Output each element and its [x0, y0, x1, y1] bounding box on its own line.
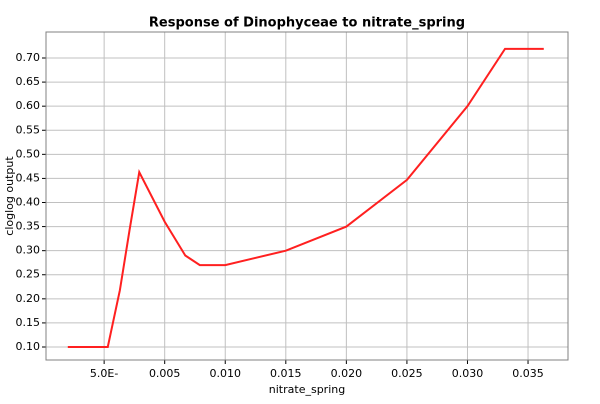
y-tick-label: 0.70 — [16, 51, 41, 64]
x-tick-label: 0.010 — [209, 367, 241, 380]
line-series — [67, 47, 544, 348]
x-tick-label: 0.005 — [149, 367, 181, 380]
y-tick-label: 0.25 — [16, 268, 41, 281]
y-tick-label: 0.20 — [16, 292, 41, 305]
y-tick-label: 0.10 — [16, 340, 41, 353]
plot-frame — [45, 31, 569, 361]
y-tick-label: 0.65 — [16, 75, 41, 88]
x-tick-label: 0.035 — [512, 367, 544, 380]
y-tick-label: 0.35 — [16, 220, 41, 233]
y-tick-label: 0.45 — [16, 171, 41, 184]
x-tick-label: 0.015 — [270, 367, 302, 380]
y-tick-label: 0.15 — [16, 316, 41, 329]
chart-title: Response of Dinophyceae to nitrate_sprin… — [149, 16, 465, 31]
y-tick-label: 0.30 — [16, 244, 41, 257]
y-tick-label: 0.60 — [16, 99, 41, 112]
y-axis-label: cloglog output — [3, 156, 16, 236]
y-tick-label: 0.55 — [16, 123, 41, 136]
x-tick-label: 0.030 — [452, 367, 484, 380]
x-axis-label: nitrate_spring — [269, 383, 345, 396]
x-tick-label: 0.025 — [391, 367, 423, 380]
x-tick-label: 5.0E- — [90, 367, 118, 380]
y-tick-label: 0.40 — [16, 196, 41, 209]
x-tick-label: 0.020 — [331, 367, 363, 380]
y-tick-label: 0.50 — [16, 147, 41, 160]
